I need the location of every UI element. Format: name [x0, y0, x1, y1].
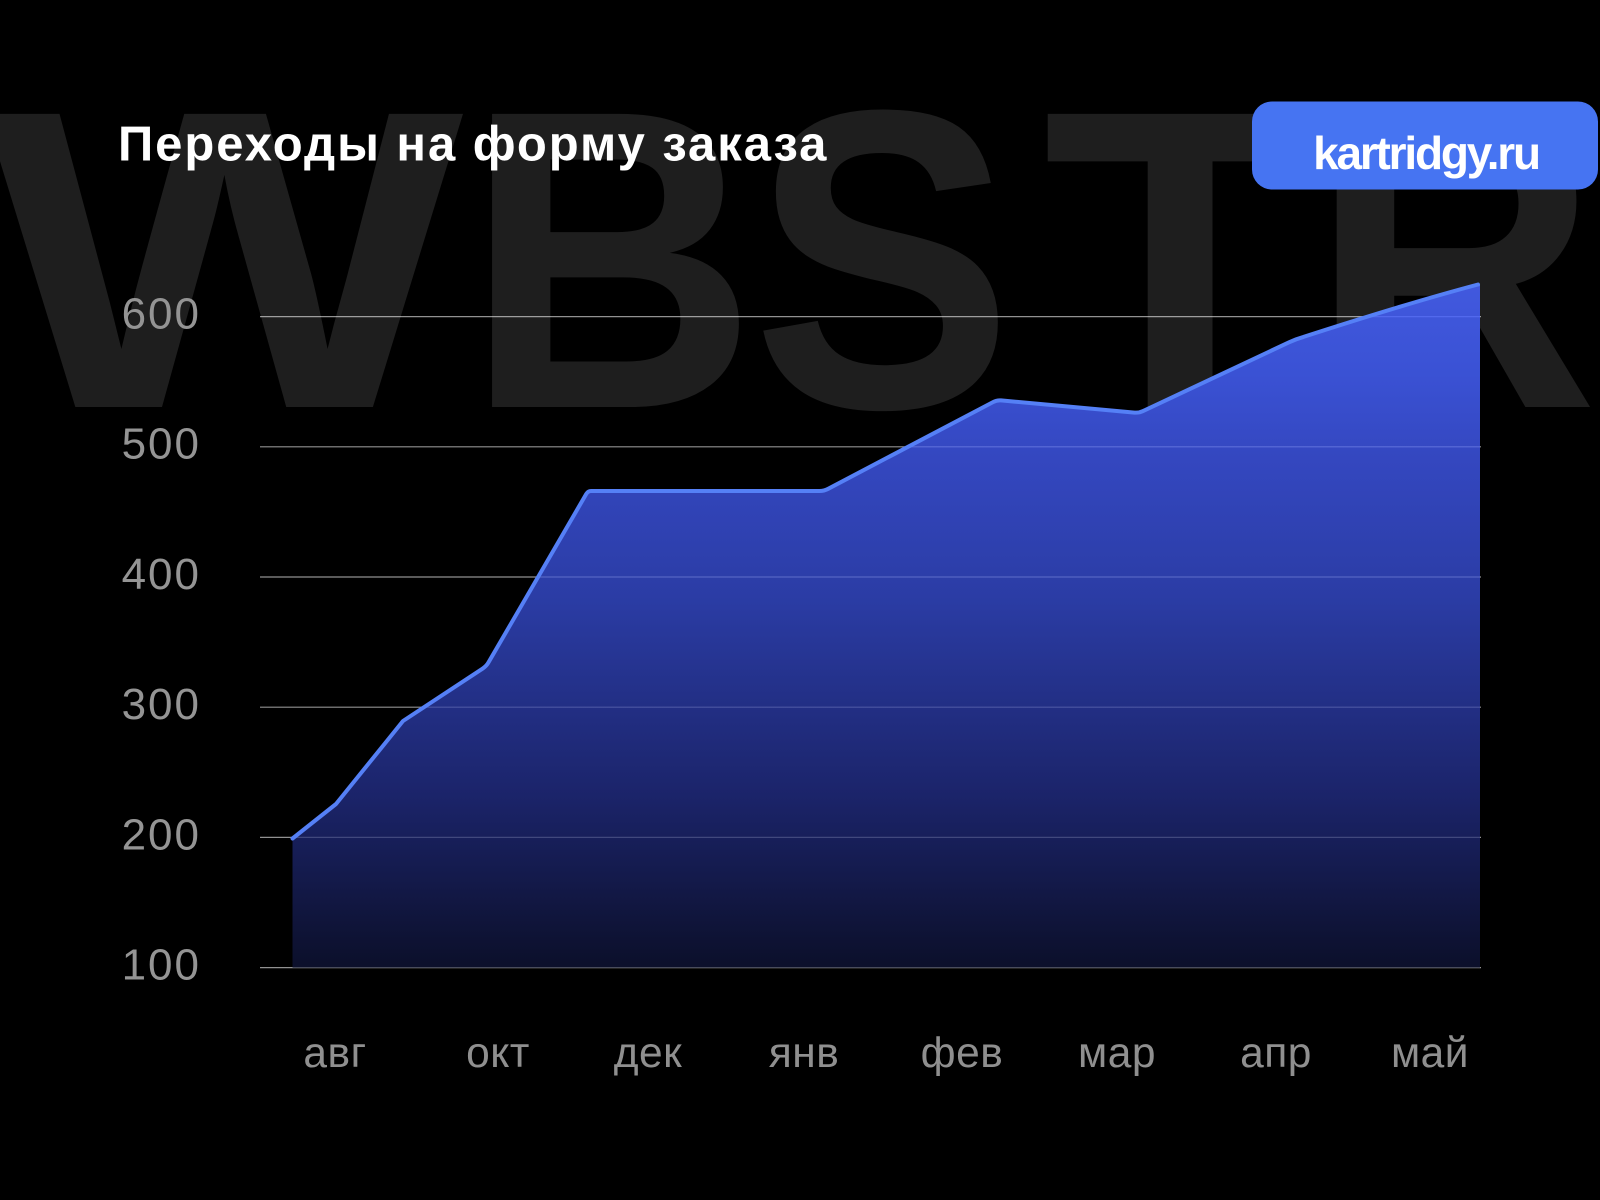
svg-text:апр: апр: [1240, 1030, 1312, 1077]
svg-text:100: 100: [122, 941, 201, 990]
svg-text:300: 300: [122, 680, 201, 729]
svg-text:мар: мар: [1078, 1030, 1156, 1077]
svg-text:авг: авг: [303, 1030, 366, 1077]
svg-text:200: 200: [122, 810, 201, 859]
svg-text:окт: окт: [466, 1030, 530, 1077]
svg-text:kartridgy.ru: kartridgy.ru: [1313, 127, 1539, 179]
svg-text:B: B: [465, 23, 757, 499]
svg-text:500: 500: [122, 420, 201, 469]
svg-text:янв: янв: [769, 1030, 840, 1077]
svg-text:600: 600: [122, 290, 201, 339]
svg-text:W: W: [0, 22, 468, 498]
svg-text:дек: дек: [614, 1030, 683, 1077]
svg-text:400: 400: [122, 550, 201, 599]
svg-text:Переходы на форму заказа: Переходы на форму заказа: [118, 118, 828, 172]
svg-text:фев: фев: [921, 1030, 1004, 1077]
svg-text:май: май: [1391, 1030, 1469, 1077]
